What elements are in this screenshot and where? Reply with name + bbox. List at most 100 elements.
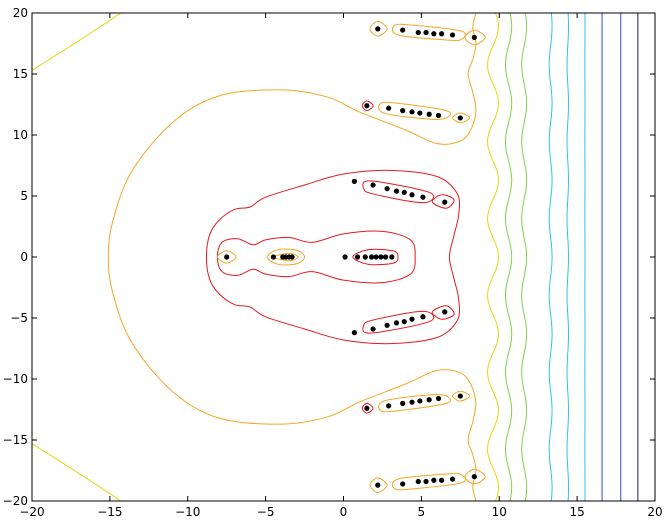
data-point	[423, 478, 429, 485]
data-point	[420, 194, 426, 200]
corner-contour-0	[31, 12, 122, 71]
data-point	[409, 109, 415, 115]
x-tick-label: 10	[492, 505, 507, 519]
wavy-contour-0	[487, 12, 499, 502]
y-tick-label: 0	[20, 250, 28, 264]
data-point	[375, 482, 381, 488]
data-point	[368, 254, 375, 260]
data-point	[351, 178, 358, 184]
data-point	[426, 111, 432, 117]
data-points	[224, 26, 477, 488]
contour-10	[431, 305, 455, 320]
data-point	[224, 254, 230, 260]
data-point	[423, 29, 429, 36]
data-point	[417, 398, 423, 404]
contour-5	[352, 248, 399, 266]
data-point	[393, 320, 400, 326]
data-point	[435, 112, 442, 119]
data-point	[354, 254, 361, 260]
data-point	[342, 254, 348, 260]
contour-8	[431, 194, 455, 209]
data-point	[400, 108, 406, 114]
data-point	[373, 254, 379, 260]
y-tick-label: −5	[10, 311, 28, 325]
data-point	[362, 254, 368, 260]
y-tick-label: 15	[13, 67, 28, 81]
data-point	[442, 199, 448, 205]
data-point	[415, 29, 421, 36]
data-point	[457, 393, 463, 399]
data-point	[378, 254, 384, 260]
data-point	[386, 105, 392, 111]
data-point	[400, 481, 406, 487]
contour-17	[369, 21, 388, 37]
x-tick-label: −5	[257, 505, 275, 519]
data-point	[420, 314, 426, 320]
contour-11	[361, 100, 374, 112]
x-axis-ticks: −20 −15 −10 −5 0 5 10 15 20	[19, 13, 663, 519]
x-tick-label: 15	[569, 505, 584, 519]
y-tick-label: −20	[3, 494, 28, 508]
data-point	[289, 254, 295, 260]
data-point	[471, 474, 477, 480]
data-point	[393, 188, 400, 194]
contour-15	[378, 394, 452, 413]
vertical-contour-1	[521, 12, 528, 502]
contour-7	[362, 180, 435, 204]
y-tick-label: −10	[3, 372, 28, 386]
data-point	[384, 186, 390, 192]
data-point	[442, 309, 448, 315]
data-point	[426, 397, 432, 403]
contour-4	[266, 248, 306, 266]
data-point	[449, 476, 456, 482]
y-tick-label: −15	[3, 433, 28, 447]
contour-0	[107, 12, 477, 502]
data-point	[415, 478, 421, 485]
data-point	[400, 27, 406, 33]
y-tick-label: 5	[20, 189, 28, 203]
data-point	[409, 192, 415, 198]
data-point	[370, 182, 376, 188]
data-point	[384, 322, 390, 328]
x-tick-label: 20	[647, 505, 662, 519]
vertical-contour-2	[548, 12, 553, 502]
data-point	[370, 326, 376, 332]
x-tick-label: −10	[175, 505, 200, 519]
data-point	[471, 34, 477, 41]
data-point	[417, 110, 423, 116]
contour-3	[216, 250, 237, 264]
data-point	[401, 319, 407, 325]
contour-16	[452, 390, 471, 402]
contour-22	[464, 468, 486, 485]
contour-2	[216, 230, 416, 284]
y-tick-label: 20	[13, 6, 28, 20]
contour-18	[391, 23, 467, 42]
data-point	[435, 395, 442, 402]
data-point	[382, 254, 389, 260]
data-point	[449, 32, 456, 38]
data-point	[375, 26, 381, 32]
data-point	[439, 477, 445, 483]
data-point	[270, 254, 277, 260]
contour-9	[362, 310, 435, 334]
contour-19	[464, 29, 486, 46]
x-tick-label: −15	[97, 505, 122, 519]
data-point	[364, 405, 370, 411]
x-tick-label: 5	[418, 505, 426, 519]
data-point	[389, 254, 395, 260]
data-point	[409, 399, 415, 405]
data-point	[351, 330, 358, 336]
data-point	[457, 115, 463, 121]
contour-21	[391, 472, 467, 491]
vertical-contour-0	[504, 12, 513, 502]
x-tick-label: −20	[19, 505, 44, 519]
contour-lines	[31, 12, 639, 502]
contour-13	[452, 112, 471, 124]
data-point	[409, 316, 415, 322]
data-point	[431, 31, 437, 37]
x-tick-label: 0	[340, 505, 348, 519]
contour-6	[272, 252, 299, 262]
contour-14	[361, 402, 374, 414]
data-point	[439, 31, 445, 37]
